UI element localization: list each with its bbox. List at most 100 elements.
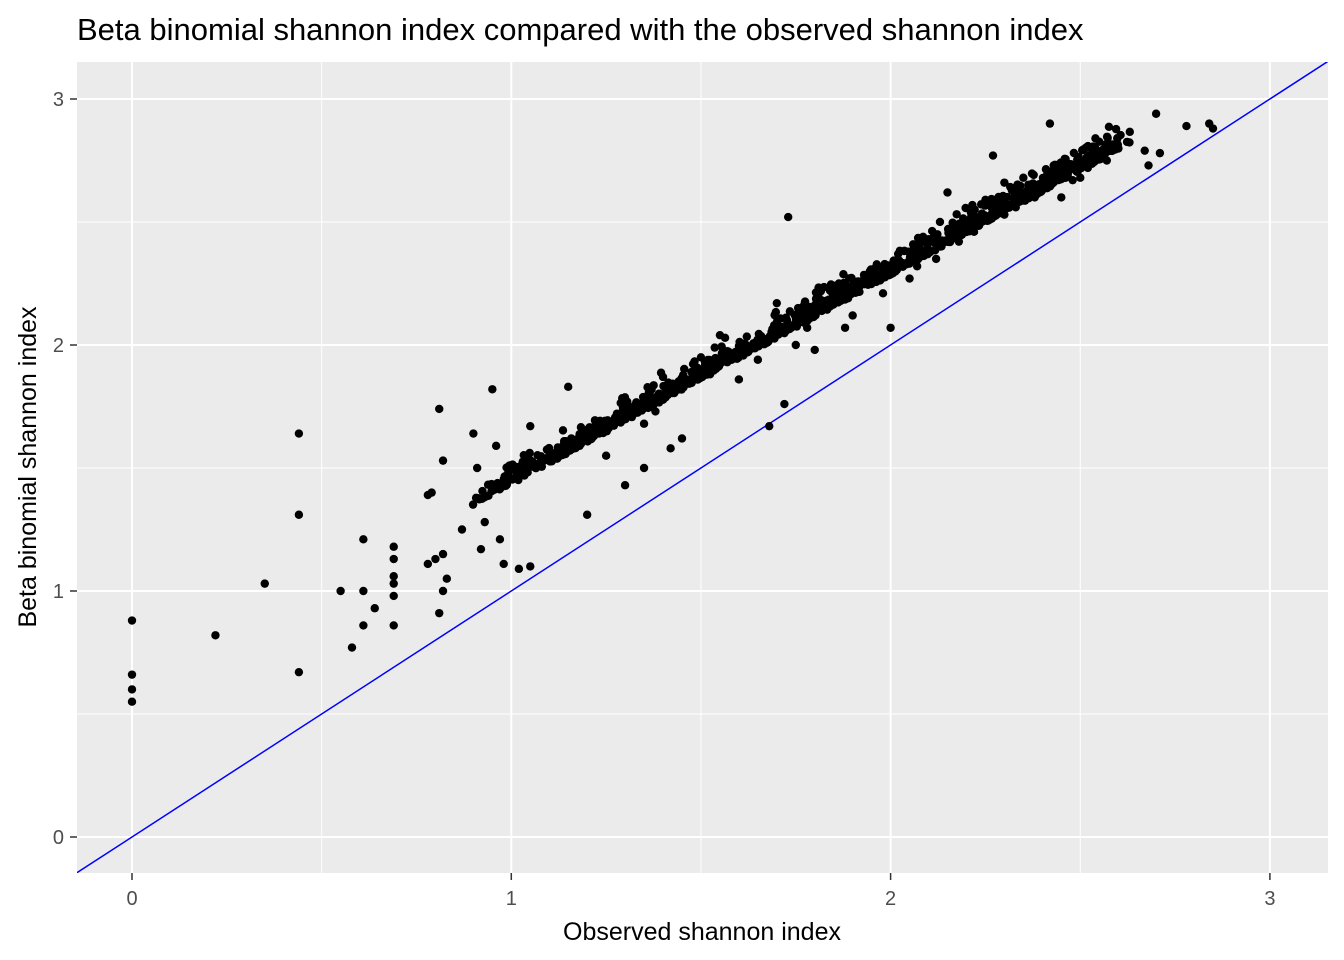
data-point [591,419,601,428]
data-point [913,233,923,243]
data-point [988,151,998,160]
data-point [547,457,556,466]
data-point [943,188,952,197]
data-point [1000,178,1009,187]
x-tick-label: 0 [126,888,137,910]
data-point [620,404,629,413]
data-point [558,426,568,435]
data-point [491,441,501,451]
data-point [438,586,448,596]
data-point [505,465,515,474]
data-point [127,685,137,694]
data-point [1125,138,1134,147]
data-point [544,443,554,453]
data-point [872,260,881,269]
data-point [582,510,592,519]
data-point [1013,194,1022,203]
data-point [1045,169,1055,179]
data-point [294,667,304,677]
data-point [762,337,771,347]
data-point [996,207,1005,216]
data-point [908,255,918,265]
data-point [772,298,782,308]
data-point [1107,146,1117,156]
data-point [539,456,549,465]
data-point [359,586,368,596]
data-point [505,475,515,484]
data-point [1088,142,1098,151]
data-point [488,385,497,394]
data-point [987,199,996,209]
data-point [713,362,723,372]
data-point [1081,143,1091,152]
data-point [1029,185,1038,194]
y-tick-label: 2 [53,335,64,357]
data-point [1079,161,1088,170]
data-point [389,621,398,630]
data-point [1055,163,1064,173]
data-point [1107,140,1117,149]
data-point [1051,175,1061,184]
data-point [791,340,800,350]
data-point [294,429,304,438]
grid-lines [77,62,1328,873]
data-point [916,252,926,261]
data-point [954,232,963,242]
data-point [899,246,909,256]
data-point [980,215,989,225]
data-point [974,221,984,230]
data-point [727,351,737,360]
data-point [489,485,499,495]
data-point [442,574,452,583]
data-point [569,436,578,445]
data-point [476,544,486,554]
data-point [480,517,489,527]
data-point [666,444,675,453]
data-point [780,399,789,409]
data-point [1007,186,1017,195]
data-point [480,491,489,501]
data-point [514,564,524,574]
data-point [1034,179,1044,189]
data-point [936,242,945,251]
data-point [389,572,398,581]
x-tick-label: 1 [506,888,517,910]
data-point [336,586,345,596]
data-point [522,455,532,464]
data-point [905,274,914,283]
data-point [855,281,865,290]
data-point [1074,152,1083,162]
x-axis-title: Observed shannon index [563,918,841,946]
data-point [431,554,440,564]
data-point [826,295,836,304]
data-point [749,339,758,348]
data-point [579,433,588,442]
reference-line-group [77,62,1328,873]
data-point [1103,133,1112,143]
data-point [1029,170,1038,180]
data-point [211,631,220,640]
data-point [1155,148,1165,158]
data-point [909,249,918,258]
data-point [819,282,829,292]
data-point [701,368,711,377]
data-point [1002,192,1012,202]
data-point [260,579,269,588]
data-point [435,608,444,618]
data-point [127,697,137,706]
data-point [811,294,821,303]
data-point [612,409,622,418]
data-point [656,368,666,377]
data-point [520,471,529,480]
data-point [389,579,398,588]
y-tick-label: 1 [53,581,64,603]
data-point [590,428,599,437]
data-point [734,375,744,384]
data-point [827,287,836,297]
data-point [294,510,304,519]
data-point [514,463,524,472]
points-group [127,109,1218,706]
data-point [1111,124,1121,134]
data-point [851,287,860,297]
